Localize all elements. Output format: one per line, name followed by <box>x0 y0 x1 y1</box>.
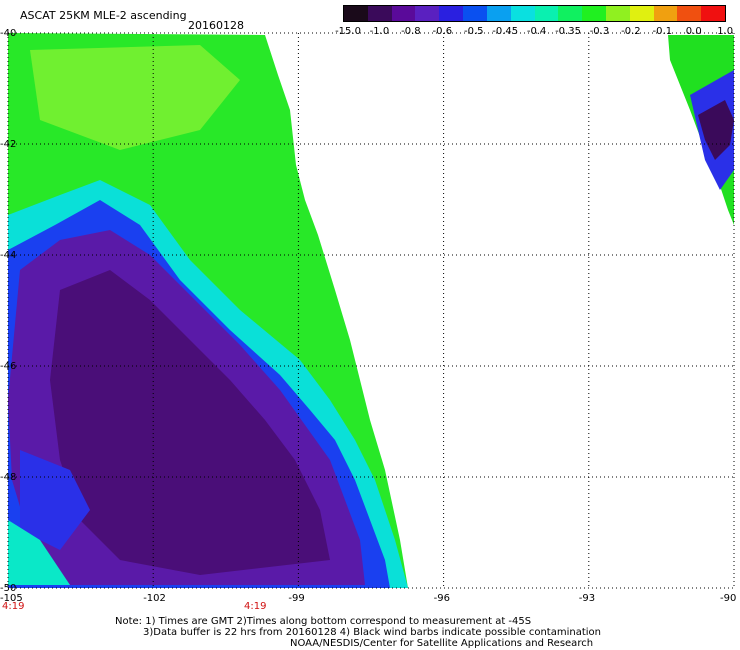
colorbar-segment <box>534 6 559 21</box>
colorbar-segment <box>558 6 583 21</box>
colorbar-segment <box>439 6 464 21</box>
longitude-label: -102 <box>143 593 166 604</box>
colorbar-label: -0.2 <box>621 26 641 37</box>
colorbar-segment <box>344 6 368 21</box>
colorbar <box>343 5 726 22</box>
colorbar-label: -0.8 <box>401 26 421 37</box>
notes: Note: 1) Times are GMT 2)Times along bot… <box>115 616 601 649</box>
time-label: 4:19 <box>244 601 267 612</box>
colorbar-labels: -15.0 -1.0 -0.8 -0.6 -0.5 -0.45 -0.4 -0.35 -0.3-… <box>330 26 740 38</box>
colorbar-label: 1.0 <box>717 26 734 37</box>
colorbar-segment <box>415 6 440 21</box>
colorbar-label: -0.5 <box>463 26 484 37</box>
colorbar-segment <box>677 6 702 21</box>
colorbar-label: -15.0 <box>335 26 361 37</box>
colorbar-segment <box>486 6 511 21</box>
latitude-label: -44 <box>0 250 17 261</box>
colorbar-label: -0.35 <box>555 26 581 37</box>
swath-west-patch <box>20 450 90 550</box>
colorbar-segment <box>701 6 725 21</box>
map-title: ASCAT 25KM MLE-2 ascending <box>20 9 187 22</box>
latitude-label: -46 <box>0 361 17 372</box>
colorbar-label: -0.3 <box>589 26 610 37</box>
colorbar-label: -0.1 <box>652 26 673 37</box>
longitude-label: -99 <box>288 593 305 604</box>
colorbar-segment <box>653 6 678 21</box>
colorbar-label: -1.0 <box>369 26 390 37</box>
colorbar-segment <box>510 6 535 21</box>
note-line-1: Note: 1) Times are GMT 2)Times along bot… <box>115 616 532 627</box>
colorbar-label: -0.45 <box>492 26 519 37</box>
longitude-label: -93 <box>578 593 596 604</box>
time-label: 4:19 <box>2 601 25 612</box>
longitude-label: -105 <box>0 593 23 604</box>
colorbar-segment <box>629 6 654 21</box>
latitude-label: -50 <box>0 583 17 594</box>
swath-west-patch2 <box>8 520 70 585</box>
latitude-label: -42 <box>0 139 17 150</box>
colorbar-label: -0.6 <box>432 26 453 37</box>
note-line-2: 3)Data buffer is 22 hrs from 20160128 4)… <box>143 627 601 638</box>
longitude-label: -90 <box>720 593 737 604</box>
colorbar-segment <box>367 6 392 21</box>
map-date: 20160128 <box>188 19 244 32</box>
latitude-label: -40 <box>0 28 17 39</box>
colorbar-segment <box>582 6 606 21</box>
swath-west-lime <box>30 45 240 150</box>
swath-west-darkpurple <box>50 270 330 575</box>
colorbar-segment <box>605 6 630 21</box>
colorbar-segment <box>463 6 487 21</box>
swath-east-dark <box>698 100 734 160</box>
colorbar-label: -0.4 <box>526 26 547 37</box>
longitude-label: -96 <box>433 593 450 604</box>
colorbar-label: 0.0 <box>685 26 702 37</box>
map-gridlines <box>7 32 735 589</box>
colorbar-segment <box>391 6 416 21</box>
latitude-label: -48 <box>0 472 17 483</box>
note-line-3: NOAA/NESDIS/Center for Satellite Applica… <box>290 638 594 649</box>
